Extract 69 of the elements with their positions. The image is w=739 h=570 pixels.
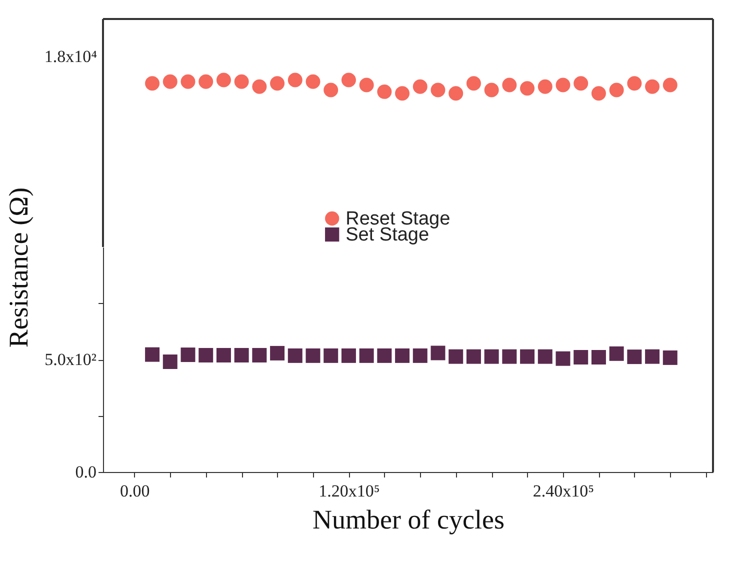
point [412,348,428,363]
point [430,82,446,98]
point [341,72,356,88]
point [466,76,481,91]
point [556,78,570,92]
point [662,78,678,92]
point [198,348,214,362]
point [180,348,196,362]
point [252,79,267,94]
point [430,346,446,360]
point [341,348,356,363]
point [180,74,196,89]
point [609,82,624,98]
point [288,72,302,88]
text: 1.8x10⁴ [44,47,98,66]
point [234,348,249,362]
point [162,74,178,89]
point [145,347,160,362]
point [627,350,642,364]
point [574,76,588,91]
point [591,350,606,364]
point [520,81,535,96]
point [234,74,249,89]
x-tick-label: 2.40x10⁵ [532,482,594,500]
point [448,349,464,364]
point [662,350,678,365]
point [162,354,178,369]
point [377,348,392,363]
point [288,348,302,363]
point [270,346,285,360]
point [359,348,374,363]
point [538,79,552,94]
point [627,76,642,91]
point [324,82,338,98]
point [645,79,660,94]
x-axis-title: Number of cycles [312,504,504,534]
point [484,349,499,364]
point [502,349,517,364]
point [538,349,552,364]
point [377,84,392,99]
point [270,76,285,91]
point [574,350,588,364]
point [359,78,374,92]
y-tick-label: 5.0x10² [44,350,96,369]
point [324,348,338,363]
point [306,348,320,363]
point [609,346,624,361]
point [412,79,428,94]
y-axis-title: Resistance (Ω) [4,187,34,348]
x-tick-label: 0.00 [120,482,150,500]
x-tick-label: 1.20x10⁵ [318,482,380,500]
point [645,349,660,364]
point [591,86,606,101]
point [306,74,320,89]
y-tick-label: 0.0 [75,462,96,482]
point [502,78,517,92]
point [448,86,464,101]
point [198,74,214,89]
point [145,76,160,91]
point [556,351,570,366]
point [216,348,231,362]
point [395,86,410,101]
point [466,349,481,364]
legend-label: Set Stage [346,224,430,246]
point [484,82,499,98]
point [252,348,267,362]
point [395,348,410,363]
point [520,349,535,364]
point [216,72,231,88]
